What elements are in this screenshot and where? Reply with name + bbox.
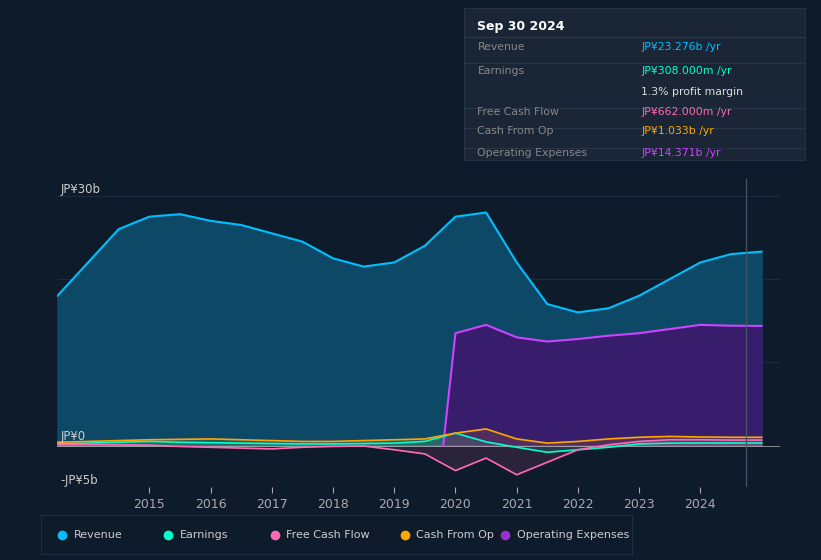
Text: Earnings: Earnings — [478, 66, 525, 76]
Text: JP¥1.033b /yr: JP¥1.033b /yr — [641, 127, 713, 136]
Text: JP¥30b: JP¥30b — [61, 183, 100, 196]
Text: JP¥14.371b /yr: JP¥14.371b /yr — [641, 147, 721, 157]
Text: Revenue: Revenue — [74, 530, 122, 540]
Text: -JP¥5b: -JP¥5b — [61, 474, 99, 487]
Text: Operating Expenses: Operating Expenses — [517, 530, 629, 540]
Text: Cash From Op: Cash From Op — [416, 530, 494, 540]
Text: JP¥0: JP¥0 — [61, 430, 85, 443]
Text: Free Cash Flow: Free Cash Flow — [287, 530, 370, 540]
Text: Cash From Op: Cash From Op — [478, 127, 554, 136]
Text: JP¥23.276b /yr: JP¥23.276b /yr — [641, 41, 721, 52]
Text: Free Cash Flow: Free Cash Flow — [478, 106, 559, 116]
Text: Sep 30 2024: Sep 30 2024 — [478, 21, 565, 34]
Text: Revenue: Revenue — [478, 41, 525, 52]
Text: Operating Expenses: Operating Expenses — [478, 147, 588, 157]
Text: JP¥308.000m /yr: JP¥308.000m /yr — [641, 66, 732, 76]
Text: JP¥662.000m /yr: JP¥662.000m /yr — [641, 106, 732, 116]
Text: Earnings: Earnings — [180, 530, 228, 540]
Text: 1.3% profit margin: 1.3% profit margin — [641, 87, 743, 97]
